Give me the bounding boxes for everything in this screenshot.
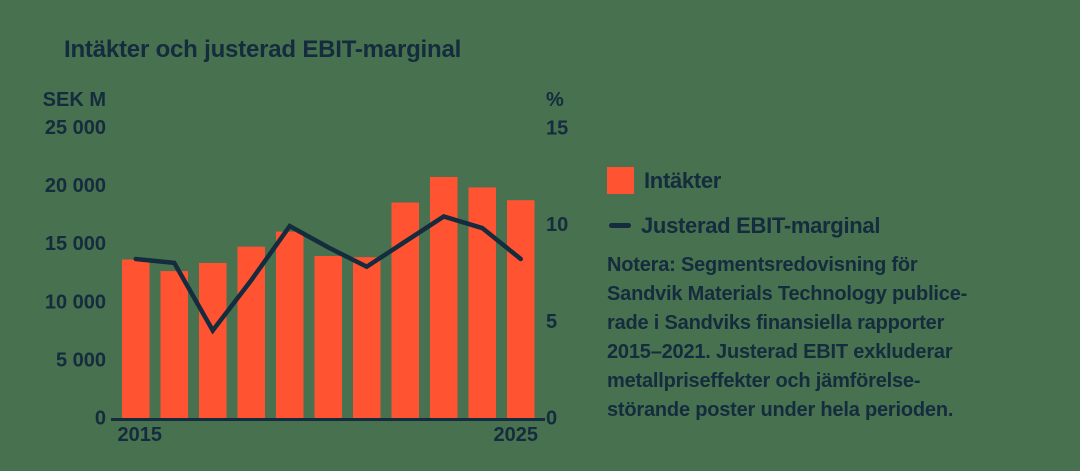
x-axis-tick-label: 2025 — [494, 424, 539, 446]
x-axis-tick-label: 2015 — [118, 424, 163, 446]
left-axis-tick-label: 15 000 — [45, 233, 106, 255]
legend-item-margin: Justerad EBIT-marginal — [607, 212, 880, 239]
x-axis-line — [111, 418, 545, 421]
legend-item-revenue: Intäkter — [607, 167, 880, 194]
revenue-bar — [468, 187, 496, 419]
footnote-text: Notera: Segmentsredovisning för Sandvik … — [607, 254, 968, 421]
left-axis-tick-label: 5 000 — [56, 349, 106, 371]
revenue-bar — [314, 255, 342, 419]
right-axis-tick-label: 15 — [546, 118, 568, 140]
left-axis-tick-label: 0 — [95, 408, 106, 430]
margin-line-icon — [609, 223, 631, 228]
page-title: Intäkter och justerad EBIT-marginal — [64, 36, 462, 63]
left-axis-unit-label: SEK M — [43, 89, 106, 111]
ebit-margin-line — [133, 213, 523, 335]
revenue-swatch-icon — [607, 167, 634, 194]
left-axis-tick-label: 25 000 — [45, 117, 106, 139]
left-axis-tick-label: 10 000 — [45, 291, 106, 313]
right-axis-unit-label: % — [546, 89, 564, 111]
revenue-bar — [353, 257, 381, 419]
revenue-bar — [237, 246, 265, 419]
legend-label-revenue: Intäkter — [644, 167, 722, 193]
revenue-bar — [276, 231, 304, 419]
revenue-bar — [507, 200, 535, 419]
revenue-bar — [160, 271, 188, 419]
right-axis-tick-label: 5 — [546, 311, 557, 333]
legend: Intäkter Justerad EBIT-marginal — [607, 167, 880, 239]
revenue-bar — [391, 202, 419, 419]
legend-label-margin: Justerad EBIT-marginal — [641, 212, 881, 238]
revenue-bar — [122, 259, 150, 419]
revenue-bar — [430, 176, 458, 419]
right-axis-tick-label: 0 — [546, 408, 557, 430]
revenue-bar — [199, 262, 227, 419]
right-axis-tick-label: 10 — [546, 214, 568, 236]
left-axis-tick-label: 20 000 — [45, 175, 106, 197]
